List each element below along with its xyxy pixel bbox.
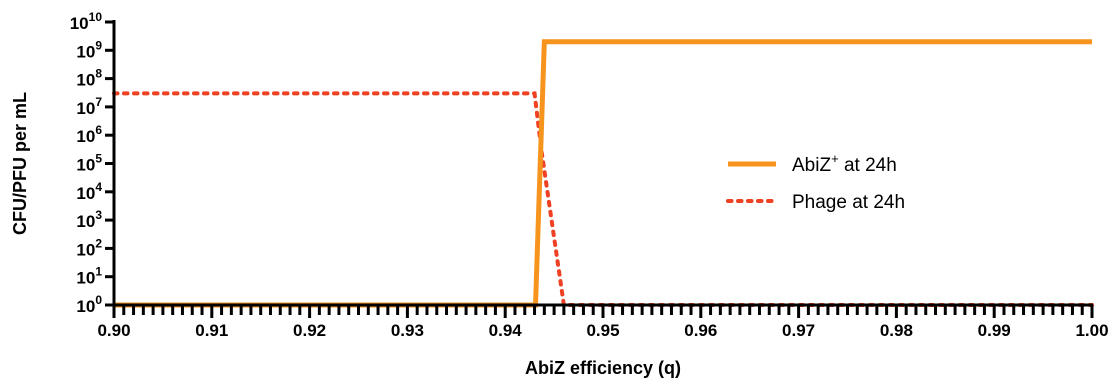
- y-axis-title: CFU/PFU per mL: [10, 92, 30, 235]
- y-tick-label: 105: [76, 152, 102, 175]
- legend: AbiZ+ at 24h Phage at 24h: [726, 151, 905, 213]
- y-tick-label: 102: [76, 236, 102, 259]
- x-tick-label: 0.98: [880, 321, 913, 340]
- y-tick-label: 103: [76, 208, 102, 231]
- y-tick-label: 101: [76, 265, 102, 288]
- tick-labels-layer: 0.90 0.91 0.92 0.93 0.94 0.95 0.96 0.97 0.98 0.99…: [70, 10, 1109, 340]
- x-tick-label: 0.96: [684, 321, 717, 340]
- y-tick-label: 107: [76, 95, 102, 118]
- x-tick-label: 0.99: [978, 321, 1011, 340]
- y-tick-label: 106: [76, 123, 102, 146]
- y-tick-label: 108: [76, 67, 102, 90]
- axes-layer: [105, 20, 1094, 318]
- y-tick-label: 104: [76, 180, 102, 203]
- y-tick-label: 100: [76, 293, 102, 316]
- x-tick-label: 0.97: [782, 321, 815, 340]
- series-line-abiz: [114, 39, 1092, 308]
- x-tick-label: 0.91: [195, 321, 228, 340]
- x-tick-label: 0.90: [97, 321, 130, 340]
- x-axis-title: AbiZ efficiency (q): [525, 358, 681, 378]
- y-tick-label: 1010: [70, 10, 103, 33]
- x-tick-label: 0.94: [489, 321, 523, 340]
- legend-label: AbiZ+ at 24h: [792, 151, 897, 176]
- series-line-phage-at-24h: [112, 91, 1094, 307]
- y-tick-label: 109: [76, 38, 102, 61]
- x-tick-label: 0.95: [586, 321, 619, 340]
- series-layer: [112, 39, 1094, 308]
- x-tick-label: 0.92: [293, 321, 326, 340]
- x-tick-label: 1.00: [1075, 321, 1108, 340]
- x-tick-label: 0.93: [391, 321, 424, 340]
- legend-label: Phage at 24h: [792, 192, 905, 213]
- axis-titles-layer: AbiZ efficiency (q) CFU/PFU per mL: [10, 92, 681, 378]
